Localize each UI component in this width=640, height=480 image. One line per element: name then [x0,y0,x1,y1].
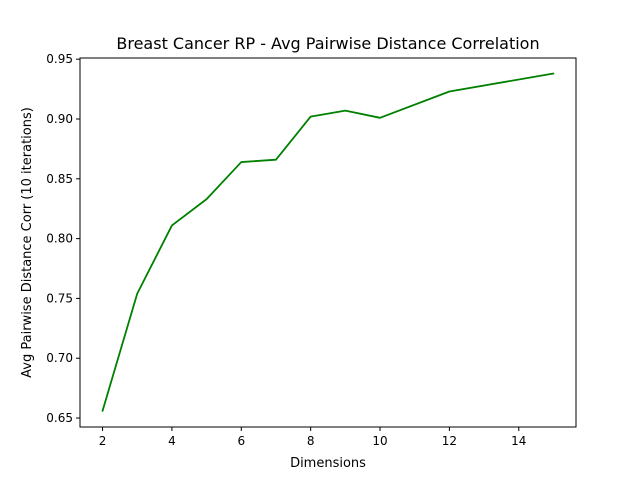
plot-area: 2 4 6 8 10 12 14 0.65 0.70 0.75 0.80 0.85 0.90 0.95 [46,52,555,448]
x-tick-label: 14 [511,434,526,448]
x-tick-label: 4 [168,434,176,448]
x-tick-label: 10 [372,434,387,448]
x-tick-label: 12 [442,434,457,448]
y-axis-label: Avg Pairwise Distance Corr (10 iteration… [20,107,35,378]
y-tick-label: 0.70 [46,351,73,365]
y-tick-label: 0.65 [46,411,73,425]
x-tick-label: 6 [237,434,245,448]
x-tick-label: 8 [307,434,315,448]
chart-title: Breast Cancer RP - Avg Pairwise Distance… [116,34,539,53]
x-axis-label: Dimensions [290,456,366,471]
y-tick-label: 0.75 [46,291,73,305]
plot-frame [79,57,577,428]
series-line [101,72,555,412]
y-tick-label: 0.90 [46,112,73,126]
y-tick-label: 0.85 [46,172,73,186]
y-tick-label: 0.95 [46,52,73,66]
x-tick-label: 2 [99,434,107,448]
y-tick-label: 0.80 [46,232,73,246]
